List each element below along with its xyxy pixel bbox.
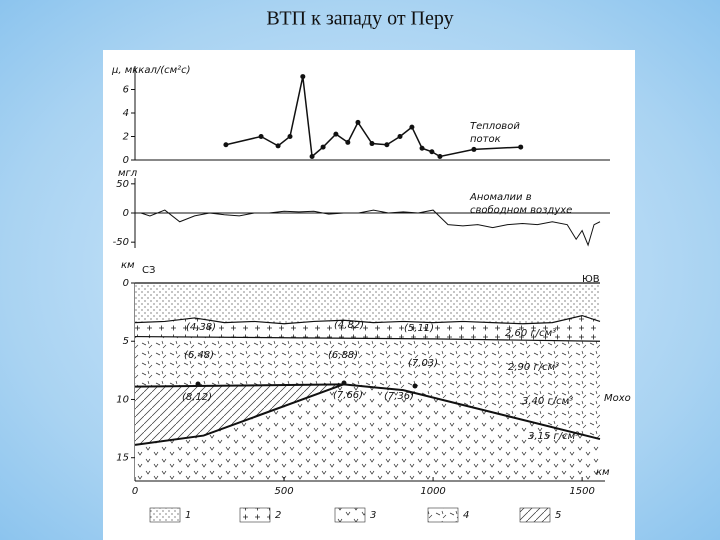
y-tick-label: 4: [123, 108, 129, 119]
annotation: Аномалии в: [469, 192, 532, 203]
data-point: [345, 139, 351, 145]
y-tick-label: 15: [116, 453, 129, 464]
data-point: [333, 131, 339, 137]
annotation: Тепловой: [470, 121, 520, 132]
point-label: (5,11): [404, 323, 434, 334]
y-tick-label: 0: [123, 208, 129, 219]
moho-point: [341, 380, 347, 386]
boundary-line: [134, 383, 601, 441]
data-point: [223, 142, 229, 148]
x-tick-label: 0: [132, 486, 138, 497]
legend-label: 4: [463, 510, 469, 521]
data-point: [355, 119, 361, 125]
y-tick-label: 2: [123, 132, 129, 143]
boundary-line: [134, 383, 344, 446]
point-label: (6,88): [328, 350, 358, 361]
data-point: [369, 141, 375, 147]
annotation: поток: [470, 134, 501, 145]
data-point: [384, 142, 390, 148]
legend-label: 3: [370, 510, 376, 521]
x-tick-label: 1500: [569, 486, 594, 497]
x-tick-label: 1000: [420, 486, 445, 497]
layer-label: Мохо: [604, 393, 631, 404]
x-axis-label: км: [596, 467, 610, 478]
data-point: [258, 134, 264, 139]
data-point: [275, 143, 281, 149]
legend-swatch: [334, 507, 366, 523]
point-label: (4,38): [186, 322, 216, 333]
data-point: [471, 146, 477, 152]
point-label: (8,12): [182, 392, 212, 403]
data-point: [309, 153, 315, 159]
y-axis-label: мгл: [118, 168, 138, 179]
y-tick-label: 0: [123, 278, 129, 289]
layer-label: 3,40 г/см³: [522, 396, 573, 407]
legend-label: 2: [275, 510, 281, 521]
y-tick-label: -50: [113, 237, 129, 248]
data-point: [429, 149, 435, 155]
data-point: [300, 74, 306, 80]
y-tick-label: 10: [116, 394, 129, 405]
layer-label: 2,60 г/см³: [505, 328, 556, 339]
y-tick-label: 5: [123, 336, 129, 347]
point-label: (7,66): [333, 390, 363, 401]
y-tick-label: 0: [123, 155, 129, 166]
boundary-line: [134, 314, 601, 325]
layer-label: 2,90 г/см³: [508, 362, 559, 373]
data-point: [287, 134, 293, 139]
legend-swatch: [149, 507, 181, 523]
point-label: (4,82): [334, 320, 364, 331]
legend-label: 5: [555, 510, 561, 521]
y-axis-label: км: [121, 260, 135, 271]
annotation: свободном воздухе: [470, 204, 572, 216]
legend-swatch: [427, 507, 459, 523]
data-point: [409, 124, 415, 130]
moho-point: [195, 381, 201, 387]
boundary-line: [134, 335, 601, 342]
side-label: СЗ: [142, 265, 155, 276]
y-tick-label: 50: [116, 179, 129, 190]
y-tick-label: 6: [123, 85, 129, 96]
data-point: [437, 153, 443, 159]
side-label: ЮВ: [582, 274, 600, 285]
layer-fill: [135, 384, 344, 445]
slide-title: ВТП к западу от Перу: [266, 8, 453, 30]
layer-label: 3,15 г/см³: [528, 431, 579, 442]
point-label: (7,36): [384, 391, 414, 402]
data-point: [419, 145, 425, 151]
point-label: (6,48): [184, 350, 214, 361]
data-point: [518, 144, 524, 150]
y-axis-label: μ, мккал/(см²с): [111, 65, 191, 76]
data-point: [320, 144, 326, 150]
data-point: [397, 134, 403, 139]
legend-swatch: [239, 507, 271, 523]
data-line: [140, 209, 601, 247]
legend-swatch: [519, 507, 551, 523]
point-label: (7,03): [408, 358, 438, 369]
legend-label: 1: [185, 510, 191, 521]
x-tick-label: 500: [274, 486, 293, 497]
moho-point: [412, 383, 418, 389]
